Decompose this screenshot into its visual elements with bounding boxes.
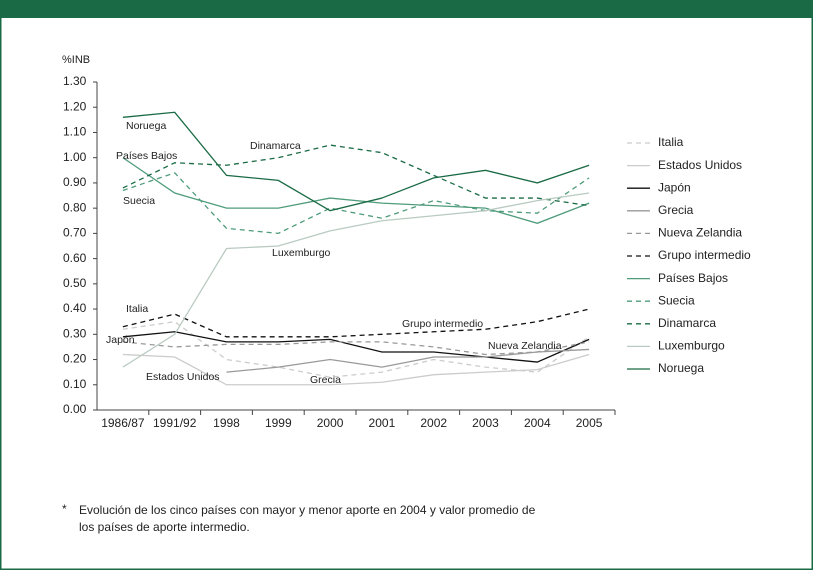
x-tick-label: 1999: [265, 416, 292, 430]
legend-label: Noruega: [658, 361, 704, 375]
annotation: Suecia: [123, 195, 155, 207]
y-tick-label: 1.10: [63, 125, 87, 139]
legend-label: Suecia: [658, 293, 695, 307]
annotation: Luxemburgo: [272, 247, 331, 259]
x-tick-label: 1986/87: [101, 416, 145, 430]
annotation: Italia: [126, 303, 148, 315]
annotation: Grupo intermedio: [402, 318, 483, 330]
legend-label: Grecia: [658, 203, 694, 217]
series-line: [122, 353, 590, 386]
y-tick-label: 0.90: [63, 175, 87, 189]
y-tick-label: 1.20: [63, 99, 87, 113]
y-tick-label: 0.80: [63, 200, 87, 214]
x-tick-label: 2002: [420, 416, 447, 430]
series-line: [122, 144, 590, 207]
x-tick-label: 2003: [472, 416, 499, 430]
series-line: [122, 157, 590, 224]
note-line: los países de aporte intermedio.: [79, 520, 250, 534]
y-tick-label: 0.20: [63, 352, 87, 366]
annotation: Dinamarca: [250, 140, 301, 152]
legend-label: Grupo intermedio: [658, 248, 751, 262]
y-axis-label: %INB: [62, 54, 90, 66]
x-tick-label: 2001: [369, 416, 396, 430]
legend-label: Dinamarca: [658, 316, 716, 330]
series-line: [122, 331, 590, 363]
annotation: Grecia: [310, 374, 341, 386]
legend-label: Italia: [658, 135, 684, 149]
annotation: Japón: [106, 334, 135, 346]
series-line: [122, 308, 590, 338]
y-tick-label: 0.30: [63, 326, 87, 340]
legend-label: Luxemburgo: [658, 339, 725, 353]
y-tick-label: 1.30: [63, 74, 87, 88]
legend-label: Nueva Zelandia: [658, 226, 742, 240]
note-marker: *: [62, 502, 67, 516]
y-tick-label: 0.70: [63, 226, 87, 240]
series-line: [122, 341, 590, 356]
annotation: Noruega: [126, 120, 166, 132]
y-tick-label: 0.60: [63, 251, 87, 265]
y-tick-label: 0.00: [63, 402, 87, 416]
y-tick-label: 0.10: [63, 377, 87, 391]
annotation: Nueva Zelandia: [488, 340, 562, 352]
series-line: [122, 321, 590, 378]
y-tick-label: 1.00: [63, 150, 87, 164]
legend-label: Países Bajos: [658, 271, 728, 285]
y-tick-label: 0.40: [63, 301, 87, 315]
legend-label: Japón: [658, 180, 691, 194]
x-tick-label: 1998: [213, 416, 240, 430]
series-line: [122, 111, 590, 212]
x-tick-label: 2000: [317, 416, 344, 430]
series-line: [122, 192, 590, 368]
legend-label: Estados Unidos: [658, 158, 742, 172]
x-tick-label: 1991/92: [153, 416, 197, 430]
x-tick-label: 2004: [524, 416, 551, 430]
annotation: Países Bajos: [116, 150, 177, 162]
header-bar: [0, 0, 813, 18]
series-line: [226, 348, 590, 373]
note-line: Evolución de los cinco países con mayor …: [79, 503, 536, 517]
series-line: [122, 172, 590, 235]
annotation: Estados Unidos: [146, 371, 220, 383]
y-tick-label: 0.50: [63, 276, 87, 290]
x-tick-label: 2005: [576, 416, 603, 430]
